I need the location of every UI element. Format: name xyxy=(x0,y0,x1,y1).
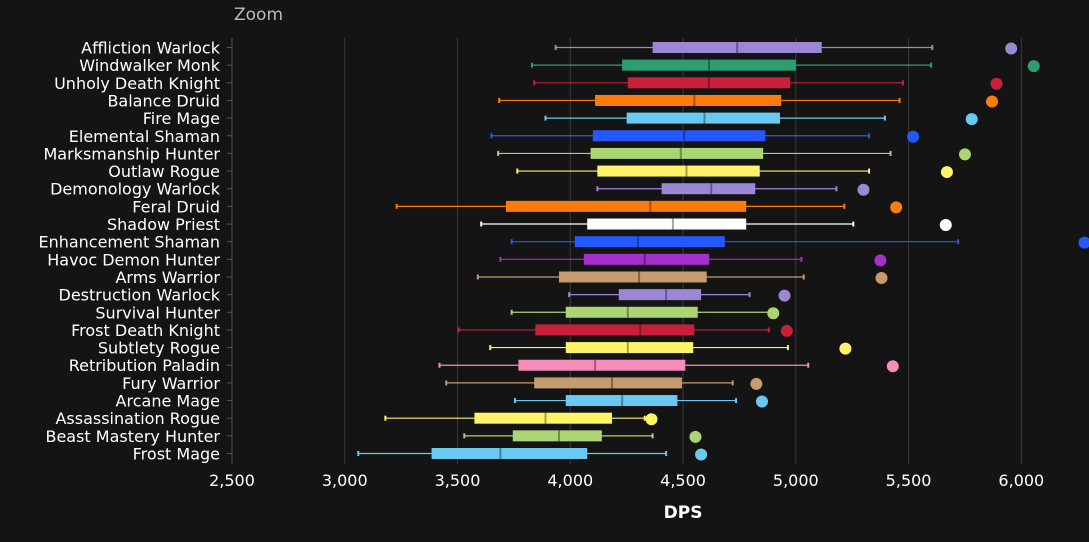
category-label: Fire Mage xyxy=(143,109,220,128)
top-point xyxy=(875,271,888,284)
category-label: Arms Warrior xyxy=(115,268,220,287)
box xyxy=(518,359,686,371)
box xyxy=(587,218,747,230)
category-label: Assassination Rogue xyxy=(55,409,220,428)
box xyxy=(583,253,709,265)
box xyxy=(618,289,702,301)
category-label: Windwalker Monk xyxy=(79,56,220,75)
category-label: Beast Mastery Hunter xyxy=(45,427,220,446)
top-point xyxy=(1005,42,1018,55)
top-point xyxy=(689,430,702,443)
category-label: Affliction Warlock xyxy=(81,39,221,58)
top-point xyxy=(645,413,658,426)
category-label: Unholy Death Knight xyxy=(54,74,220,93)
top-point xyxy=(780,324,793,337)
x-tick-label: 3,000 xyxy=(322,471,368,490)
x-tick-label: 4,500 xyxy=(660,471,706,490)
top-point xyxy=(890,201,903,214)
top-point xyxy=(940,166,953,179)
top-point xyxy=(939,219,952,232)
x-tick-label: 2,500 xyxy=(209,471,255,490)
top-point xyxy=(857,183,870,196)
category-label: Shadow Priest xyxy=(107,215,220,234)
category-label: Arcane Mage xyxy=(116,392,220,411)
box xyxy=(626,112,781,124)
box xyxy=(592,130,766,142)
category-label: Frost Mage xyxy=(133,445,220,464)
top-point xyxy=(695,448,708,461)
category-label: Marksmanship Hunter xyxy=(44,144,221,163)
x-tick-label: 3,500 xyxy=(435,471,481,490)
box xyxy=(590,147,764,159)
category-label: Survival Hunter xyxy=(95,303,220,322)
top-point xyxy=(965,113,978,126)
box xyxy=(627,77,791,89)
top-point xyxy=(1027,60,1040,73)
x-tick-label: 5,500 xyxy=(886,471,932,490)
category-label: Havoc Demon Hunter xyxy=(47,250,220,269)
box xyxy=(431,448,588,459)
top-point xyxy=(990,77,1003,90)
top-point xyxy=(755,395,768,408)
box xyxy=(512,430,602,442)
box xyxy=(535,324,695,336)
top-point xyxy=(986,95,999,108)
category-label: Enhancement Shaman xyxy=(38,233,220,252)
box xyxy=(565,395,678,407)
category-label: Elemental Shaman xyxy=(69,127,220,146)
x-tick-label: 5,000 xyxy=(773,471,819,490)
category-label: Subtlety Rogue xyxy=(98,339,220,358)
category-label: Frost Death Knight xyxy=(71,321,220,340)
category-label: Demonology Warlock xyxy=(50,180,221,199)
top-point xyxy=(839,342,852,355)
category-label: Outlaw Rogue xyxy=(108,162,220,181)
category-label: Feral Druid xyxy=(132,197,220,216)
top-point xyxy=(767,307,780,320)
top-point xyxy=(874,254,887,267)
box xyxy=(565,306,698,318)
box xyxy=(474,412,613,424)
top-point xyxy=(750,377,763,390)
box xyxy=(661,183,756,195)
x-tick-label: 6,000 xyxy=(998,471,1044,490)
box xyxy=(506,200,747,212)
top-point xyxy=(907,130,920,143)
box xyxy=(595,94,782,106)
category-label: Balance Druid xyxy=(107,91,220,110)
category-label: Retribution Paladin xyxy=(69,356,220,375)
zoom-button[interactable]: Zoom xyxy=(234,5,284,25)
x-tick-label: 4,000 xyxy=(547,471,593,490)
box xyxy=(574,236,725,248)
box xyxy=(565,342,694,354)
box xyxy=(597,165,760,177)
box xyxy=(652,42,822,53)
box xyxy=(534,377,682,389)
category-label: Fury Warrior xyxy=(122,374,220,393)
box xyxy=(622,59,796,71)
category-label: Destruction Warlock xyxy=(59,286,221,305)
top-point xyxy=(958,148,971,161)
top-point xyxy=(778,289,791,302)
top-point xyxy=(886,360,899,373)
top-point xyxy=(1078,236,1089,249)
x-axis-label: DPS xyxy=(664,503,703,523)
box xyxy=(559,271,707,283)
